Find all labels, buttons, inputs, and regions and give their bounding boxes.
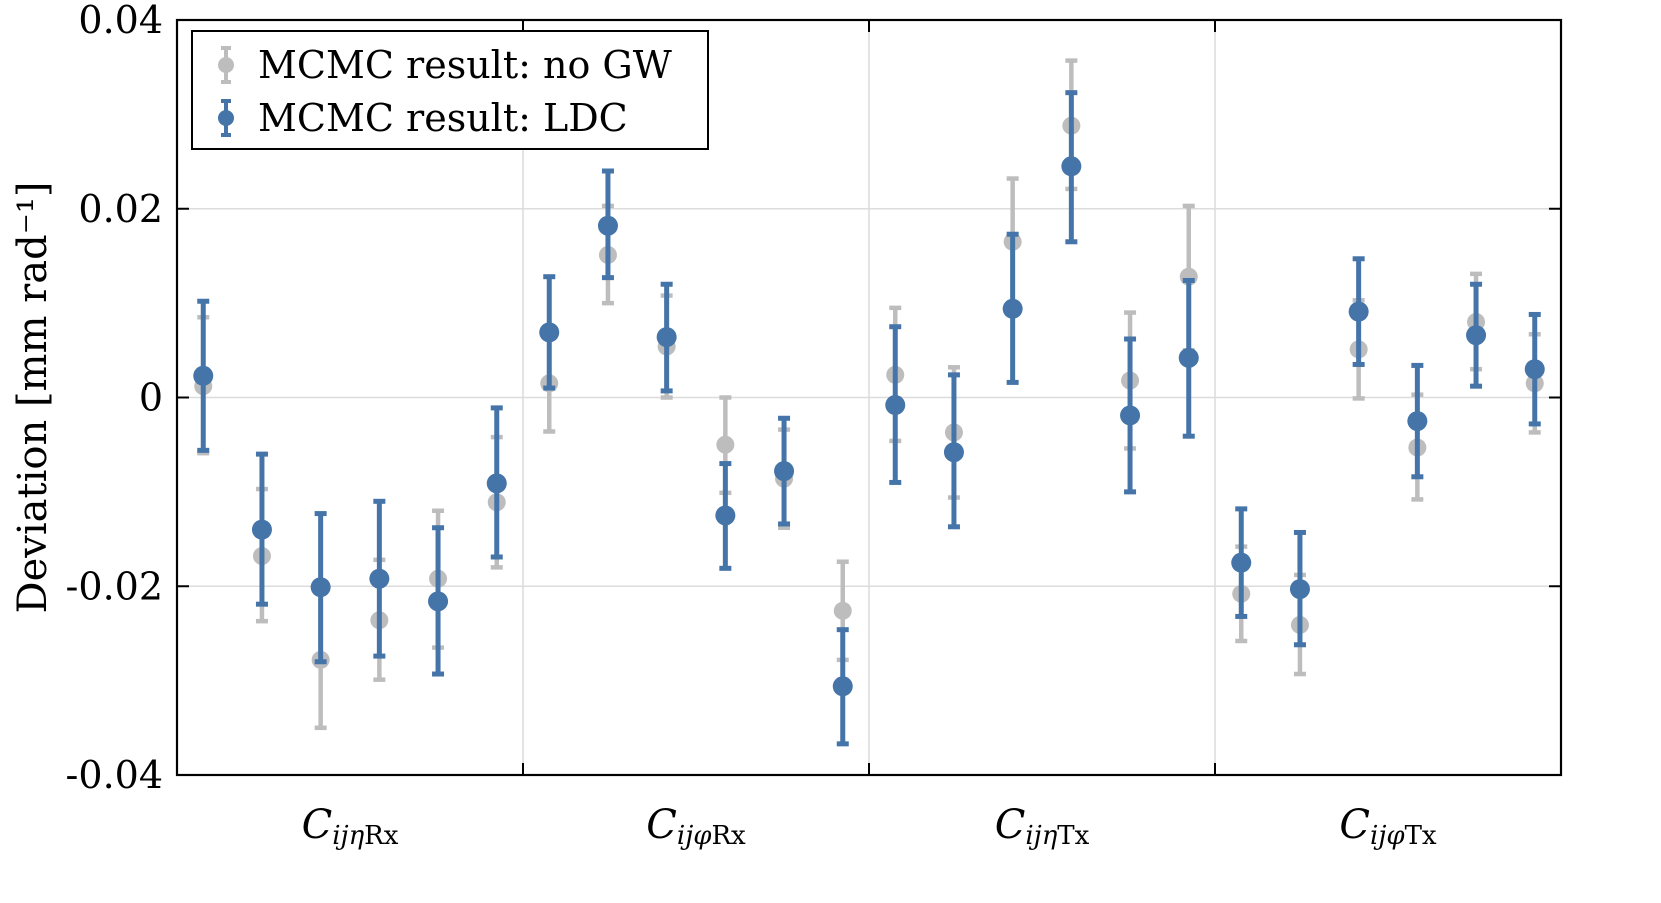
- data-point: [1407, 411, 1428, 432]
- legend-marker: [218, 110, 234, 126]
- legend: MCMC result: no GW MCMC result: LDC: [191, 30, 709, 150]
- data-point: [428, 591, 449, 612]
- data-point: [1120, 405, 1141, 426]
- data-point: [1178, 347, 1199, 368]
- data-point: [715, 505, 736, 526]
- data-point: [251, 519, 272, 540]
- y-tick-label: 0.04: [78, 0, 163, 42]
- data-point: [597, 215, 618, 236]
- data-point: [1289, 579, 1310, 600]
- x-group-label: CijφTx: [1339, 802, 1437, 851]
- data-point: [310, 577, 331, 598]
- data-point: [539, 322, 560, 343]
- data-point: [1002, 298, 1023, 319]
- data-point: [486, 473, 507, 494]
- x-group-label: CijηRx: [302, 802, 399, 851]
- x-axis-groups: CijηRx CijφRx CijηTx CijφTx: [302, 20, 1437, 851]
- x-group-label: CijηTx: [995, 802, 1090, 851]
- data-point: [833, 601, 852, 620]
- data-point: [1466, 325, 1487, 346]
- legend-marker: [218, 57, 234, 73]
- data-point: [943, 442, 964, 463]
- x-group-label: CijφRx: [646, 802, 746, 851]
- data-point: [716, 435, 735, 454]
- y-tick-label: -0.04: [66, 753, 163, 797]
- series-layer: [193, 58, 1545, 747]
- legend-label: MCMC result: no GW: [258, 43, 672, 87]
- y-axis: -0.04 -0.02 0 0.02 0.04: [66, 0, 1561, 797]
- y-tick-label: -0.02: [66, 564, 163, 608]
- data-point: [193, 365, 214, 386]
- data-point: [885, 395, 906, 416]
- data-point: [1524, 359, 1545, 380]
- legend-box: [191, 30, 709, 150]
- data-point: [1231, 552, 1252, 573]
- data-point: [369, 568, 390, 589]
- y-axis-label: Deviation [mm rad⁻¹]: [10, 182, 56, 614]
- data-point: [1061, 156, 1082, 177]
- legend-item: MCMC result: LDC: [218, 96, 628, 140]
- legend-label: MCMC result: LDC: [258, 96, 628, 140]
- data-point: [832, 676, 853, 697]
- data-point: [1348, 301, 1369, 322]
- series-ldc: [193, 90, 1545, 747]
- legend-item: MCMC result: no GW: [218, 43, 672, 87]
- data-point: [774, 461, 795, 482]
- y-tick-label: 0.02: [78, 187, 163, 231]
- y-tick-label: 0: [139, 376, 163, 420]
- data-point: [656, 327, 677, 348]
